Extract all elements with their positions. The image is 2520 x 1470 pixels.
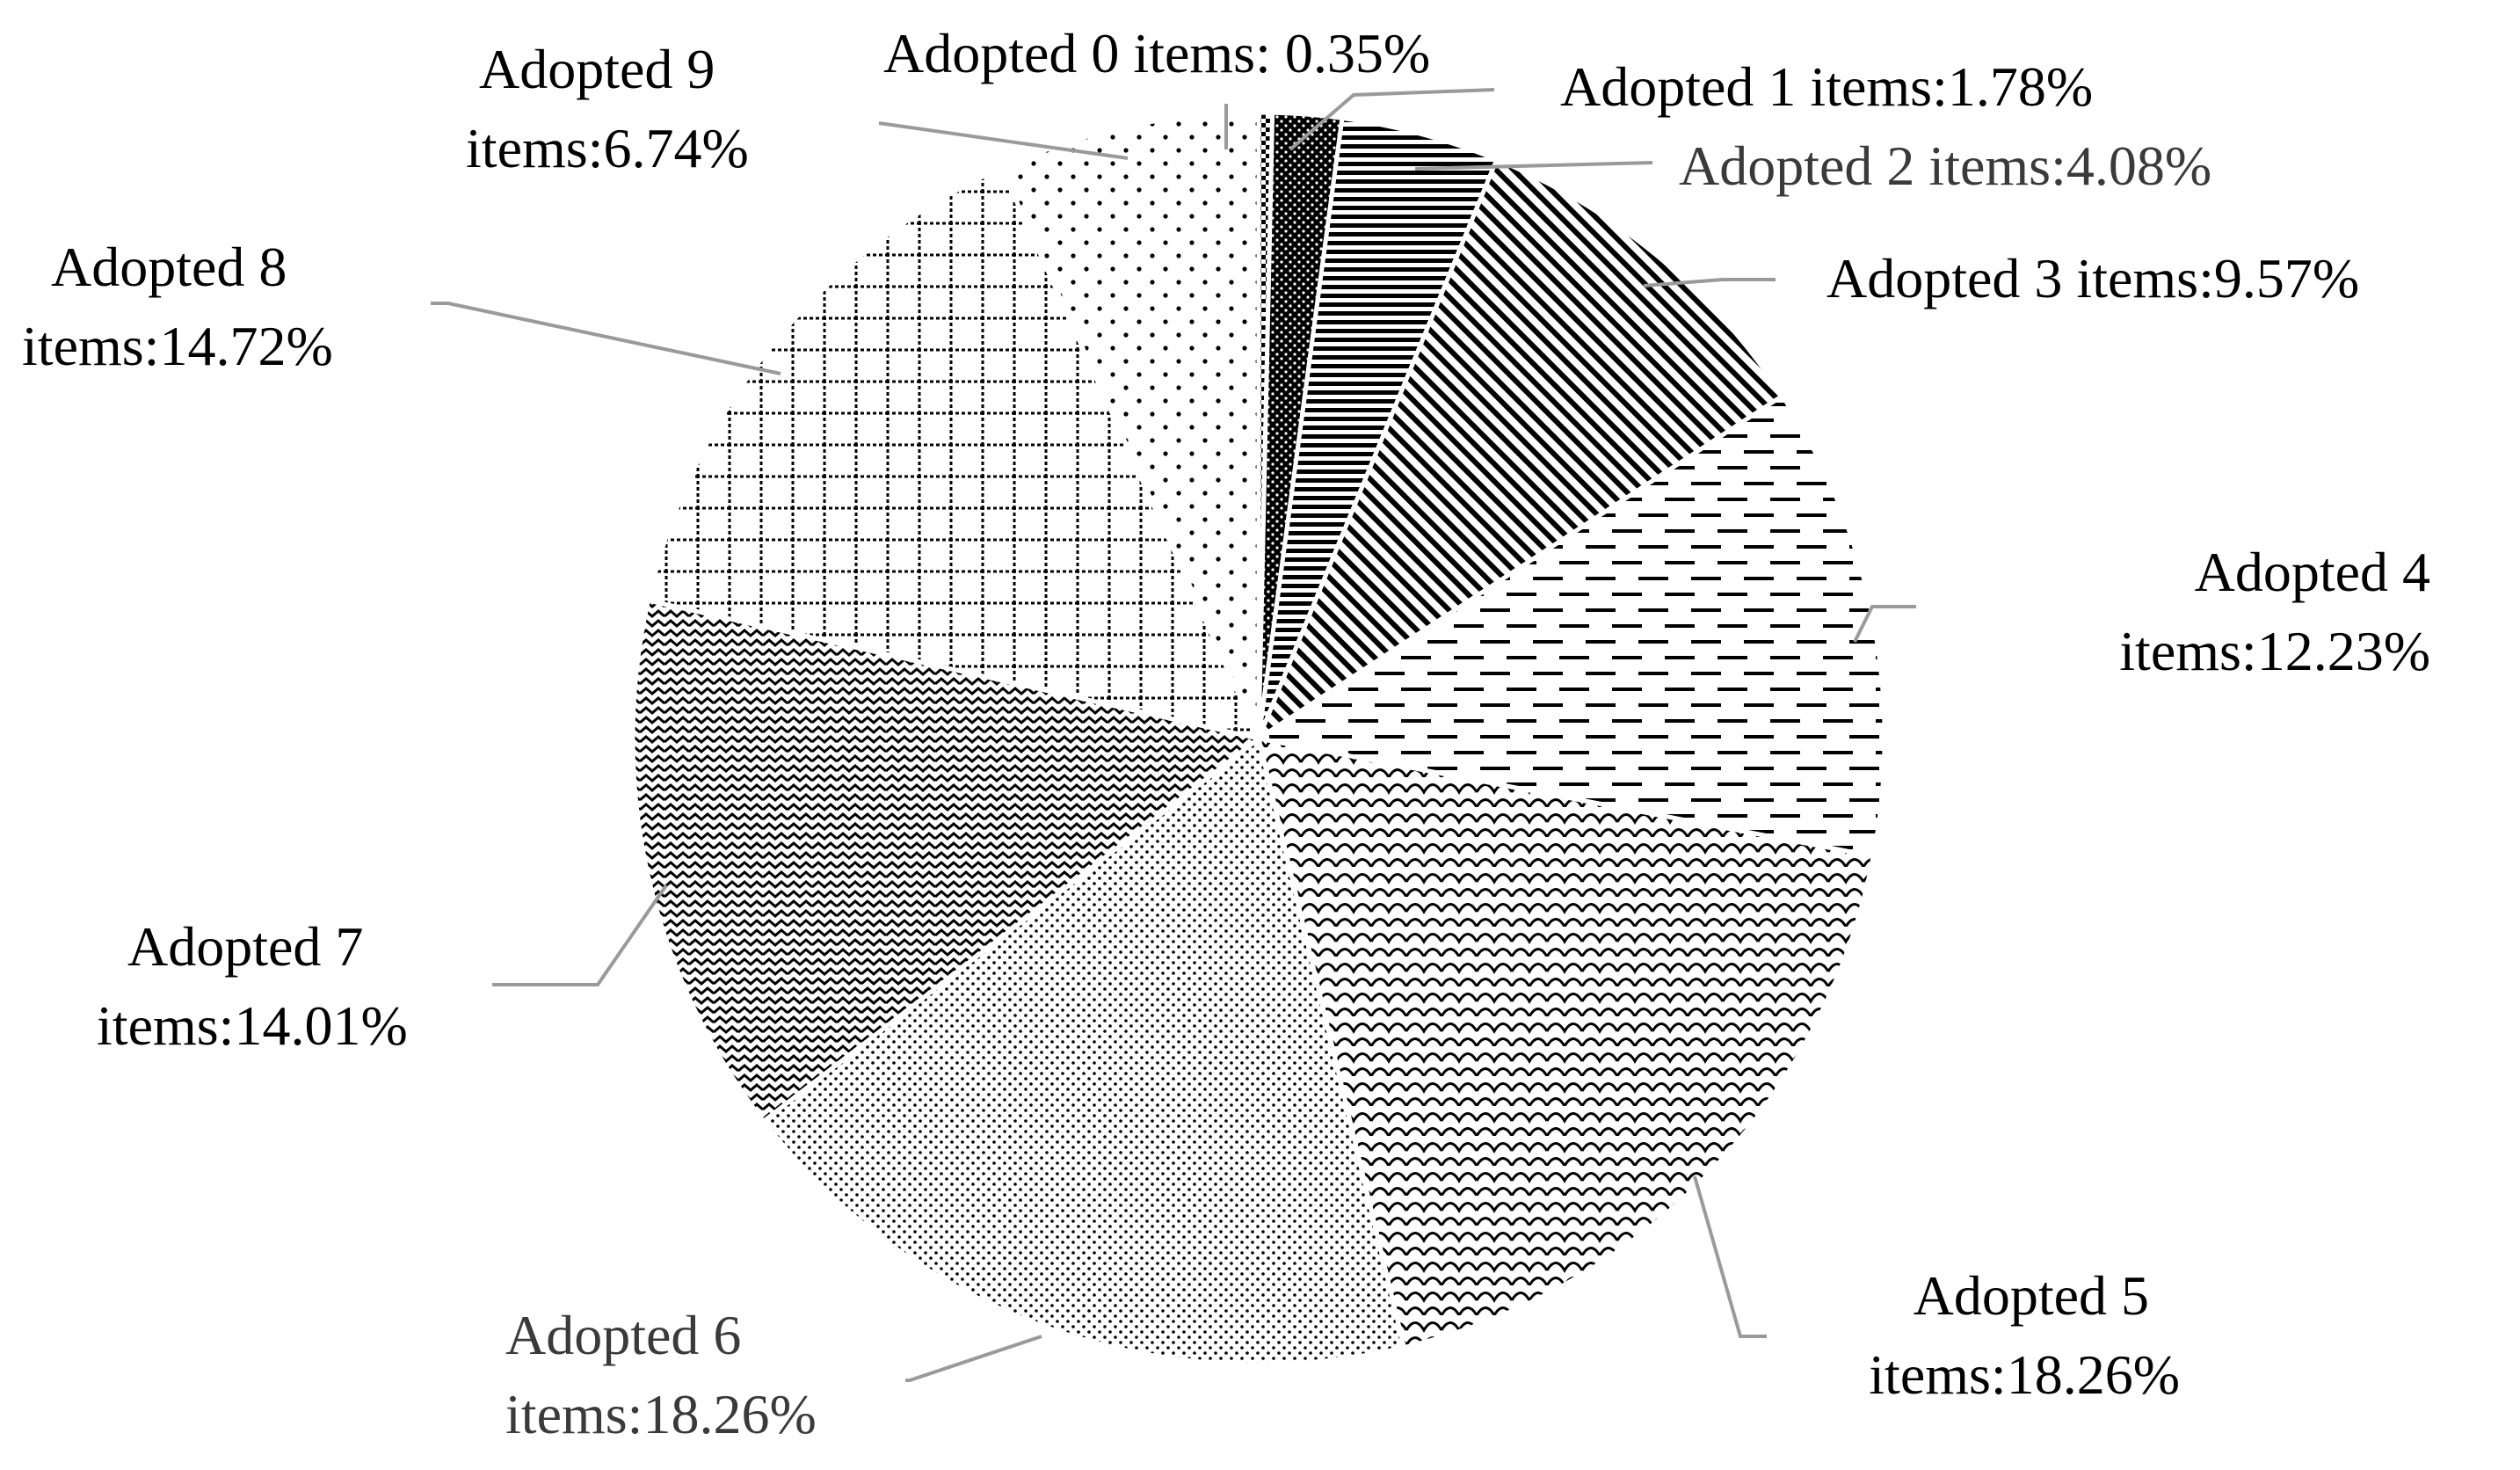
leader-line-8 [431, 302, 781, 375]
data-label-5-line-1: items:18.26% [1869, 1343, 2180, 1406]
pie-slice-8 [645, 164, 1263, 742]
pie-slice-9 [999, 110, 1261, 740]
leader-line-2 [1414, 161, 1653, 171]
leader-line-1 [1289, 88, 1495, 151]
leader-lines [431, 88, 1916, 1382]
leader-line-4 [1853, 605, 1916, 643]
data-label-0-line-0: Adopted 0 items: 0.35% [883, 22, 1430, 84]
data-label-9-line-0: Adopted 9 [479, 38, 715, 100]
pie-slice-4 [1253, 392, 1887, 859]
data-label-7-line-1: items:14.01% [97, 994, 408, 1057]
pie-slice-2 [1256, 115, 1500, 739]
data-label-4-line-1: items:12.23% [2119, 620, 2430, 682]
leader-line-5 [1693, 1175, 1767, 1338]
data-label-5-line-0: Adopted 5 [1914, 1264, 2149, 1327]
data-label-4-line-0: Adopted 4 [2195, 541, 2430, 603]
data-label-7-line-0: Adopted 7 [127, 915, 363, 978]
data-label-8-line-1: items:14.72% [22, 315, 333, 377]
leader-line-9 [878, 121, 1129, 160]
data-label-9-line-1: items:6.74% [466, 117, 749, 179]
data-labels: Adopted 0 items: 0.35% Adopted 1 items:1.… [22, 22, 2430, 1445]
data-label-2-line-0: Adopted 2 items:4.08% [1679, 135, 2211, 197]
data-label-8-line-0: Adopted 8 [51, 236, 287, 298]
leader-line-7 [492, 884, 668, 986]
leader-line-3 [1643, 278, 1776, 287]
pie-slice-6 [760, 734, 1407, 1367]
pie-slices [630, 110, 1887, 1367]
pie-slice-5 [1255, 735, 1877, 1350]
pie-slice-7 [630, 597, 1264, 1124]
data-label-3-line-0: Adopted 3 items:9.57% [1826, 247, 2359, 309]
leader-line-6 [905, 1335, 1042, 1382]
data-label-6-line-0: Adopted 6 [505, 1304, 741, 1366]
pie-slice-3 [1253, 156, 1786, 745]
data-label-1-line-0: Adopted 1 items:1.78% [1560, 55, 2093, 118]
data-label-6-line-1: items:18.26% [505, 1383, 817, 1445]
